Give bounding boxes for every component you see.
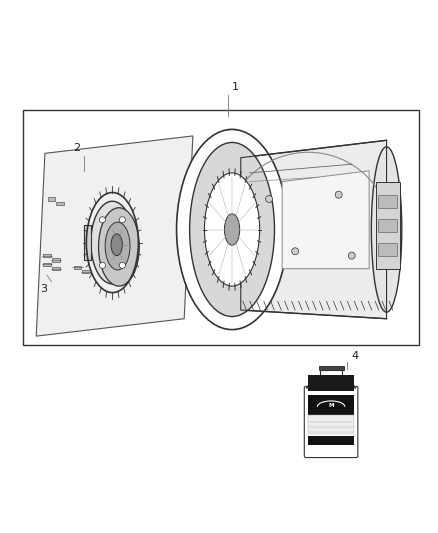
Polygon shape <box>85 225 91 260</box>
Ellipse shape <box>111 234 122 256</box>
Bar <box>378 219 397 232</box>
Polygon shape <box>241 140 387 319</box>
Bar <box>43 263 51 266</box>
Bar <box>320 370 342 377</box>
Bar <box>308 375 354 391</box>
Polygon shape <box>282 171 369 269</box>
Bar <box>378 195 397 208</box>
Text: 2: 2 <box>73 143 80 154</box>
Bar <box>52 258 60 262</box>
Circle shape <box>265 196 272 203</box>
Circle shape <box>292 248 299 255</box>
Bar <box>56 201 64 205</box>
Bar <box>376 182 399 269</box>
Polygon shape <box>36 136 193 336</box>
Ellipse shape <box>99 208 139 286</box>
Circle shape <box>99 217 106 223</box>
Bar <box>43 254 51 257</box>
Circle shape <box>348 252 355 259</box>
Ellipse shape <box>190 142 275 317</box>
Bar <box>378 243 397 256</box>
Text: 3: 3 <box>41 284 48 294</box>
Text: 4: 4 <box>352 351 359 361</box>
Bar <box>82 270 90 273</box>
Bar <box>47 197 55 201</box>
Ellipse shape <box>205 173 260 286</box>
FancyBboxPatch shape <box>304 386 358 457</box>
Text: 1: 1 <box>232 83 239 92</box>
Bar <box>308 395 354 415</box>
Circle shape <box>335 191 342 198</box>
Ellipse shape <box>177 130 288 329</box>
Bar <box>74 265 81 269</box>
Circle shape <box>119 217 125 223</box>
Circle shape <box>99 262 106 269</box>
Ellipse shape <box>224 214 240 245</box>
Polygon shape <box>91 201 134 284</box>
Bar <box>318 366 343 370</box>
Ellipse shape <box>105 222 130 270</box>
Text: M: M <box>328 403 334 408</box>
Polygon shape <box>306 377 356 388</box>
Bar <box>23 110 419 345</box>
Circle shape <box>119 262 125 269</box>
Bar <box>308 436 354 445</box>
Bar <box>52 267 60 270</box>
Bar <box>308 415 354 434</box>
Ellipse shape <box>371 147 402 312</box>
